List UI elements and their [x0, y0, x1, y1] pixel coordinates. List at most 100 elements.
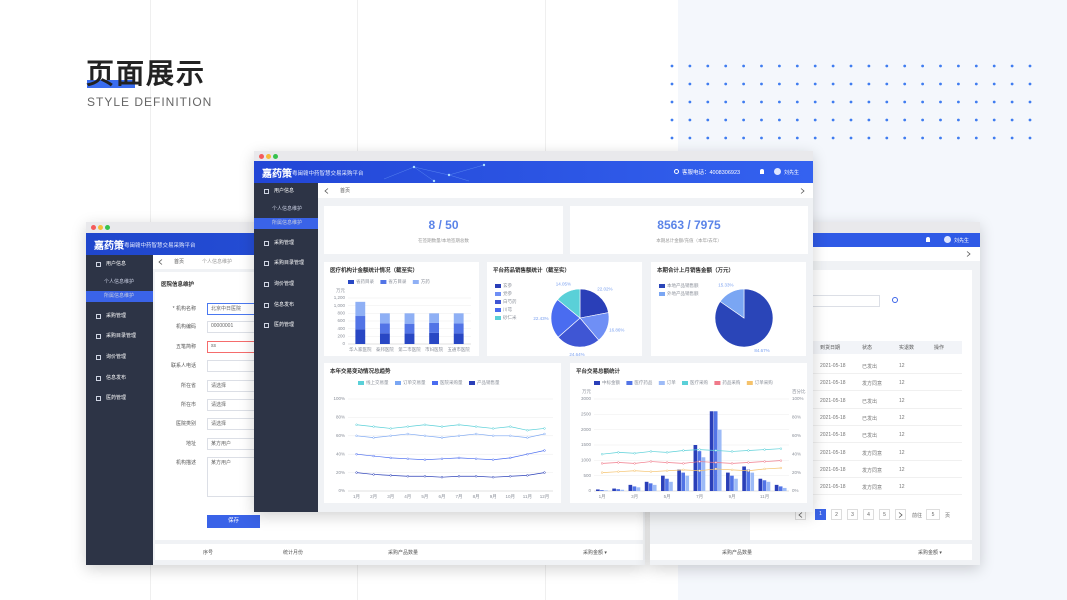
line-point [474, 425, 478, 428]
bar-segment [379, 313, 390, 324]
menu-item: 采购目录管理 [106, 333, 137, 339]
x-tick-label: 5月 [421, 494, 428, 500]
dot [795, 118, 799, 122]
legend-label: 产品销售量 [477, 379, 500, 386]
legend-swatch [714, 381, 721, 385]
tick-label: 1000 [581, 458, 592, 463]
line-series [602, 448, 781, 455]
table-cell: 2021-05-18 [820, 380, 846, 387]
line-point [617, 470, 620, 473]
sidebar [86, 255, 153, 565]
dot [813, 82, 817, 86]
window-dot [273, 154, 278, 159]
window-dot [91, 225, 96, 230]
x-tick-label: 7月 [456, 494, 463, 500]
legend-swatch [432, 381, 438, 385]
line-point [406, 457, 409, 460]
bar [774, 484, 779, 491]
legend-label: 订单交易量 [403, 379, 426, 386]
dot [1028, 118, 1032, 122]
bell-icon [926, 237, 930, 242]
line-series [602, 467, 781, 473]
user-name: 刘先生 [784, 170, 800, 176]
line-point [543, 471, 546, 474]
dot [903, 100, 907, 104]
bar-segment [379, 323, 390, 334]
row-line [750, 373, 962, 374]
line-point [543, 449, 546, 452]
menu-icon [264, 189, 269, 194]
menu-icon [264, 282, 269, 287]
dot [724, 64, 728, 68]
slice-label: 14.05% [556, 282, 571, 287]
menu-icon [264, 323, 269, 328]
legend-swatch [658, 381, 665, 385]
dot [742, 100, 745, 104]
dot [706, 64, 710, 68]
table-cell: 2021-05-18 [820, 397, 846, 404]
bar [596, 489, 600, 491]
dot [867, 64, 871, 68]
dot [760, 118, 763, 122]
tick-label: 400 [337, 326, 345, 331]
legend-swatch [358, 381, 364, 385]
line-point [389, 474, 392, 477]
bar [652, 484, 657, 491]
table-cell: 2021-05-18 [820, 432, 846, 439]
dot [939, 118, 942, 122]
chevron [158, 259, 163, 265]
legend-swatch [746, 381, 753, 385]
line-point [600, 453, 604, 456]
line-point [440, 425, 444, 428]
dot [957, 82, 960, 86]
dot [706, 118, 710, 122]
headset-icon [674, 169, 679, 174]
axis-label: 万元 [582, 389, 591, 395]
dot [724, 136, 728, 140]
window-dot [259, 154, 264, 159]
dot [1028, 100, 1032, 104]
chart-title: 平台交易总额统计 [576, 369, 621, 375]
dot [974, 100, 978, 104]
slide-subtitle: STYLE DEFINITION [87, 95, 213, 109]
chevron [898, 511, 903, 518]
axis-label: 百分比 [792, 388, 806, 395]
line-point [389, 456, 392, 460]
line-point [682, 468, 685, 471]
chart-card: 医疗机构计金额统计情况（截至实） 0 200 400 600 800 1,000 1,200 万… [324, 262, 479, 356]
dot [795, 100, 799, 104]
line-point [423, 434, 427, 437]
dot [778, 136, 781, 140]
line-point [600, 462, 604, 465]
bar [616, 489, 620, 491]
search-button [892, 297, 898, 303]
line-point [492, 458, 495, 461]
chart-title: 本年交易变动情况总趋势 [330, 369, 391, 375]
hotline: 客服电话：4008306923 [682, 170, 741, 176]
dot [867, 82, 871, 86]
table-cell: 12 [899, 484, 905, 491]
line-point [730, 450, 734, 453]
table-cell: 2021-05-18 [820, 449, 846, 456]
tick-label: 60% [792, 433, 801, 438]
menu-icon [96, 314, 101, 319]
menu-active [254, 218, 318, 229]
menu-icon [96, 396, 101, 401]
legend-label: 方药 [421, 278, 430, 285]
table-cell: 2021-05-18 [820, 363, 846, 369]
page-input: 5 [926, 509, 940, 520]
tick-label: 3000 [581, 396, 592, 401]
line-point [649, 460, 653, 463]
line-point [509, 425, 512, 428]
tick-label: 40% [792, 451, 801, 456]
line-point [665, 461, 669, 464]
x-tick-label: 10月 [506, 494, 516, 500]
line-point [423, 475, 427, 478]
line-point [389, 427, 392, 430]
chart-card: 本期合计上月销售金额（万元） 本地产品销售额 外地产品销售额 84.67% 15.33% [651, 262, 806, 356]
menu-icon [96, 262, 101, 267]
field-label: 联系人电话 [170, 363, 196, 369]
bar [677, 469, 681, 491]
line-point [457, 475, 461, 478]
